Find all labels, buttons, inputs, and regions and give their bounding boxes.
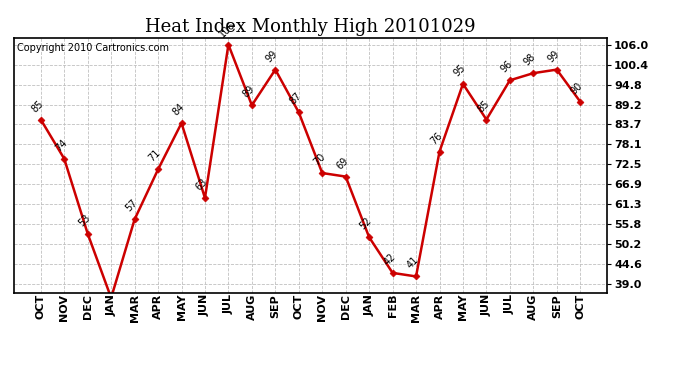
Text: 69: 69 bbox=[335, 155, 351, 171]
Text: 90: 90 bbox=[569, 80, 585, 96]
Text: 74: 74 bbox=[53, 137, 69, 153]
Text: 52: 52 bbox=[358, 216, 374, 232]
Text: 89: 89 bbox=[241, 84, 257, 100]
Text: 63: 63 bbox=[194, 177, 210, 192]
Text: 106: 106 bbox=[217, 19, 237, 39]
Text: 41: 41 bbox=[405, 255, 421, 271]
Text: 85: 85 bbox=[30, 98, 46, 114]
Text: 70: 70 bbox=[311, 152, 327, 168]
Text: 85: 85 bbox=[475, 98, 491, 114]
Text: 76: 76 bbox=[428, 130, 444, 146]
Text: 99: 99 bbox=[546, 48, 562, 64]
Text: Copyright 2010 Cartronics.com: Copyright 2010 Cartronics.com bbox=[17, 43, 169, 52]
Text: 95: 95 bbox=[452, 63, 468, 78]
Text: 57: 57 bbox=[124, 198, 139, 214]
Text: 71: 71 bbox=[147, 148, 163, 164]
Text: 98: 98 bbox=[522, 52, 538, 68]
Text: 87: 87 bbox=[288, 91, 304, 107]
Title: Heat Index Monthly High 20101029: Heat Index Monthly High 20101029 bbox=[145, 18, 476, 36]
Text: 96: 96 bbox=[499, 59, 515, 75]
Text: 35: 35 bbox=[0, 374, 1, 375]
Text: 99: 99 bbox=[264, 48, 280, 64]
Text: 42: 42 bbox=[382, 252, 397, 267]
Text: 84: 84 bbox=[170, 102, 186, 117]
Text: 53: 53 bbox=[77, 212, 92, 228]
